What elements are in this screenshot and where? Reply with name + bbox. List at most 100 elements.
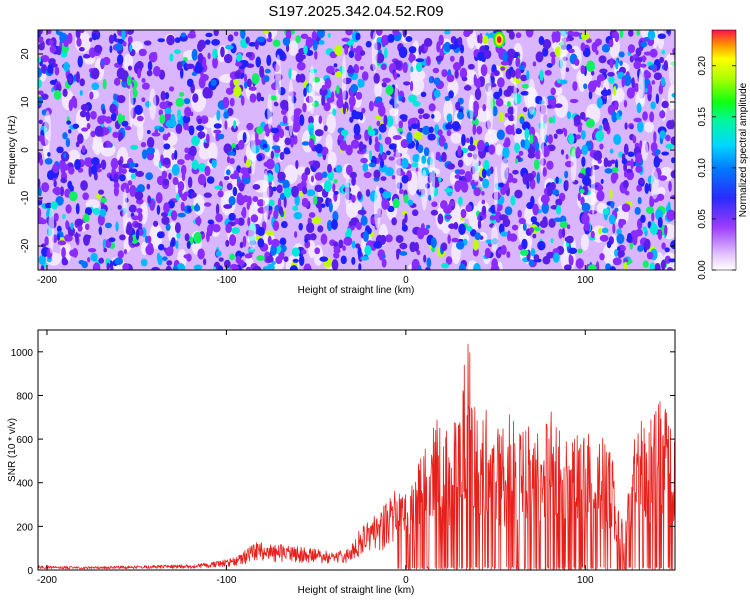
heat-blob <box>237 217 245 226</box>
heat-blob <box>263 30 270 35</box>
y-tick-label: 200 <box>16 522 33 533</box>
heat-blob <box>375 30 383 36</box>
heat-blob <box>409 80 414 92</box>
heat-blob <box>510 69 516 78</box>
heat-blob <box>176 61 183 71</box>
heat-blob <box>121 114 126 122</box>
heat-blob <box>458 223 466 235</box>
heat-blob <box>342 245 346 251</box>
heat-blob <box>481 199 486 205</box>
heat-blob <box>425 224 431 229</box>
y-tick-label: 0 <box>20 147 31 153</box>
heat-blob <box>426 257 432 268</box>
heat-blob <box>637 120 644 133</box>
heat-blob <box>368 100 374 112</box>
heat-blob <box>102 56 111 66</box>
heat-blob <box>588 90 593 100</box>
heat-blob <box>256 154 263 162</box>
heat-blob <box>78 47 85 52</box>
heat-blob <box>197 248 205 260</box>
heat-blob <box>335 164 343 173</box>
heat-blob <box>142 83 148 90</box>
heat-blob <box>578 173 585 179</box>
heat-blob <box>437 213 444 225</box>
heat-blob <box>57 233 61 241</box>
heat-blob <box>551 31 556 44</box>
heat-blob <box>90 164 98 175</box>
heat-blob <box>147 235 152 244</box>
heat-blob <box>252 183 261 190</box>
heat-blob <box>484 45 490 51</box>
heat-blob <box>134 190 144 201</box>
heat-blob <box>465 204 473 213</box>
heat-blob <box>244 81 248 89</box>
heat-blob <box>205 32 213 38</box>
heat-blob <box>340 129 349 137</box>
heat-blob <box>191 159 199 170</box>
heat-blob <box>374 80 382 99</box>
heat-blob <box>378 187 385 194</box>
heat-blob <box>454 69 459 79</box>
heat-blob <box>461 134 466 146</box>
heat-blob <box>542 38 552 50</box>
heat-blob <box>666 30 671 34</box>
heat-blob <box>79 78 85 87</box>
heat-blob <box>334 44 343 56</box>
heat-peak <box>496 36 502 44</box>
heat-blob <box>351 256 356 265</box>
heat-blob <box>159 113 166 125</box>
heat-blob <box>528 259 534 267</box>
heat-blob <box>365 189 371 197</box>
heat-blob <box>380 34 390 46</box>
heat-blob <box>392 135 402 140</box>
heat-blob <box>200 71 204 77</box>
heat-blob <box>161 170 168 179</box>
heat-blob <box>280 109 287 115</box>
heat-blob <box>630 158 634 170</box>
heat-blob <box>384 136 392 145</box>
heat-blob <box>640 214 646 224</box>
y-tick-label: 1000 <box>11 348 34 359</box>
heat-blob <box>348 50 355 58</box>
heat-blob <box>412 100 421 107</box>
heat-blob <box>166 132 171 138</box>
heat-blob <box>506 30 514 34</box>
heat-blob <box>82 213 90 223</box>
heat-blob <box>532 61 537 67</box>
heat-blob <box>540 194 550 204</box>
heat-blob <box>665 143 674 149</box>
heat-blob <box>365 40 372 48</box>
heat-blob <box>236 52 243 63</box>
heat-blob <box>444 95 451 102</box>
heat-blob <box>459 44 465 54</box>
heat-blob <box>534 141 540 152</box>
heat-blob <box>332 241 339 247</box>
heat-blob <box>428 194 432 201</box>
heat-blob <box>172 176 179 186</box>
heat-blob <box>140 258 148 267</box>
heat-blob <box>160 90 166 101</box>
heat-blob <box>606 240 612 249</box>
heat-blob <box>66 120 72 125</box>
heat-blob <box>75 30 81 39</box>
heat-blob <box>156 231 165 239</box>
heat-blob <box>245 36 250 44</box>
heat-blob <box>81 127 89 132</box>
heat-blob <box>670 194 675 200</box>
heat-blob <box>247 216 251 227</box>
heat-blob <box>599 143 604 150</box>
heat-blob <box>636 30 641 36</box>
heat-blob <box>164 107 172 115</box>
heat-blob <box>38 255 47 265</box>
heat-blob <box>198 162 206 172</box>
heat-blob <box>494 166 499 213</box>
heat-blob <box>368 136 372 146</box>
heat-blob <box>138 48 147 57</box>
heat-blob <box>446 74 455 83</box>
heat-blob <box>122 188 128 233</box>
heat-blob <box>110 264 114 270</box>
heat-blob <box>395 139 401 195</box>
heat-blob <box>251 73 260 85</box>
heat-blob <box>379 123 387 133</box>
heat-blob <box>664 224 668 236</box>
